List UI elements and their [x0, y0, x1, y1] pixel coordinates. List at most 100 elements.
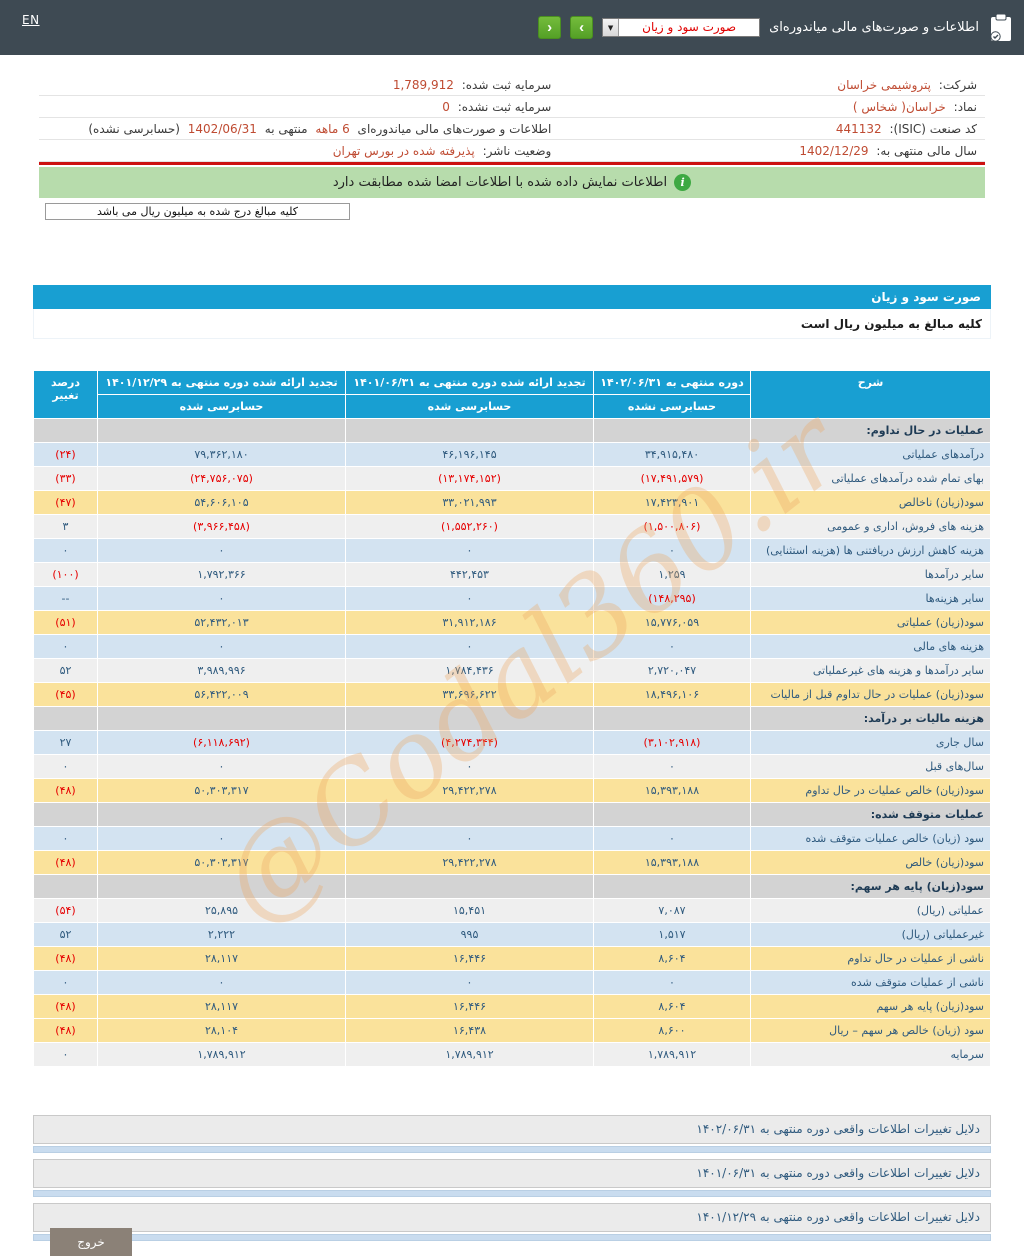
value-percent-change: (۴۸): [33, 946, 98, 971]
statement-subtitle: کلیه مبالغ به میلیون ریال است: [33, 309, 991, 339]
value-percent-change: (۵۴): [33, 898, 98, 923]
report-select-value: صورت سود و زیان: [642, 20, 737, 34]
section-row: هزینه مالیات بر درآمد:: [33, 706, 991, 731]
period-info-label: اطلاعات و صورت‌های مالی میاندوره‌ای: [357, 122, 552, 136]
value-percent-change: (۱۰۰): [33, 562, 98, 587]
link-strip: [33, 1190, 991, 1197]
row-label: غیرعملیاتی (ریال): [750, 922, 991, 947]
col-header-period-restated-halfyear: تجدید ارائه شده دوره منتهی به ۱۴۰۱/۰۶/۳۱: [345, 370, 594, 395]
exit-button[interactable]: خروج: [50, 1228, 132, 1256]
row-label: سود(زیان) عملیاتی: [750, 610, 991, 635]
empty-cell: [593, 874, 751, 899]
value-restated-annual: ۵۶,۴۲۲,۰۰۹: [97, 682, 346, 707]
publisher-status-row: وضعیت ناشر: پذیرفته شده در بورس تهران: [39, 140, 560, 162]
row-label: سود(زیان) پایه هر سهم: [750, 994, 991, 1019]
value-restated-halfyear: ۱,۷۸۹,۹۱۲: [345, 1042, 594, 1067]
period-end-date: 1402/06/31: [187, 122, 257, 136]
col-header-period-restated-annual: تجدید ارائه شده دوره منتهی به ۱۴۰۱/۱۲/۲۹: [97, 370, 346, 395]
table-row: سال جاری (۳,۱۰۲,۹۱۸) (۴,۲۷۴,۳۴۴) (۶,۱۱۸,۶۹۲…: [33, 730, 991, 755]
col-subheader-audited-2: حسابرسی شده: [97, 394, 346, 419]
section-row: عملیات متوقف شده:: [33, 802, 991, 827]
change-reasons-link[interactable]: دلایل تغییرات اطلاعات واقعی دوره منتهی ب…: [33, 1115, 991, 1144]
value-current-period: (۱۷,۴۹۱,۵۷۹): [593, 466, 751, 491]
value-percent-change: (۴۷): [33, 490, 98, 515]
value-restated-halfyear: ۰: [345, 826, 594, 851]
value-restated-halfyear: ۱۶,۴۴۶: [345, 946, 594, 971]
table-row: عملیاتی (ریال) ۷,۰۸۷ ۱۵,۴۵۱ ۲۵,۸۹۵ (۵۴): [33, 898, 991, 923]
empty-cell: [345, 706, 594, 731]
value-percent-change: (۲۴): [33, 442, 98, 467]
company-info: شرکت: پتروشیمی خراسان سرمایه ثبت شده: 1,…: [39, 74, 985, 165]
value-restated-halfyear: ۲۹,۴۲۲,۲۷۸: [345, 778, 594, 803]
table-row: سایر درآمدها و هزینه های غیرعملیاتی ۲,۷۲۰…: [33, 658, 991, 683]
next-report-button[interactable]: ›: [570, 16, 594, 39]
empty-cell: [345, 874, 594, 899]
value-current-period: ۰: [593, 754, 751, 779]
period-duration: 6 ماهه: [315, 122, 350, 136]
value-current-period: (۱۴۸,۲۹۵): [593, 586, 751, 611]
value-restated-annual: ۲,۲۲۲: [97, 922, 346, 947]
ticker-row: نماد: خراسان( شخاس ): [559, 96, 985, 118]
value-percent-change: --: [33, 586, 98, 611]
isic-label: کد صنعت (ISIC):: [889, 122, 977, 136]
value-restated-annual: ۱,۷۸۹,۹۱۲: [97, 1042, 346, 1067]
row-label: سرمایه: [750, 1042, 991, 1067]
value-restated-annual: ۵۰,۳۰۳,۳۱۷: [97, 850, 346, 875]
value-restated-annual: (۳,۹۶۶,۴۵۸): [97, 514, 346, 539]
row-label: سود(زیان) ناخالص: [750, 490, 991, 515]
isic-value: 441132: [835, 122, 882, 136]
row-label: سایر هزینه‌ها: [750, 586, 991, 611]
table-row: سود(زیان) عملیات در حال تداوم قبل از مال…: [33, 682, 991, 707]
report-type-select[interactable]: ▼ صورت سود و زیان: [602, 18, 761, 37]
prev-report-button[interactable]: ‹: [538, 16, 562, 39]
table-row: درآمدهای عملیاتی ۳۴,۹۱۵,۴۸۰ ۴۶,۱۹۶,۱۴۵ ۷۹,۳…: [33, 442, 991, 467]
row-label: سود(زیان) خالص عملیات در حال تداوم: [750, 778, 991, 803]
row-label: بهای تمام شده درآمدهای عملیاتی: [750, 466, 991, 491]
value-percent-change: ۰: [33, 826, 98, 851]
empty-cell: [593, 418, 751, 443]
value-restated-annual: ۲۵,۸۹۵: [97, 898, 346, 923]
section-label: هزینه مالیات بر درآمد:: [750, 706, 991, 731]
value-restated-annual: ۲۸,۱۰۴: [97, 1018, 346, 1043]
signature-match-notice: i اطلاعات نمایش داده شده با اطلاعات امضا…: [39, 167, 985, 198]
row-label: سایر درآمدها و هزینه های غیرعملیاتی: [750, 658, 991, 683]
value-current-period: ۱,۷۸۹,۹۱۲: [593, 1042, 751, 1067]
value-current-period: ۱۵,۷۷۶,۰۵۹: [593, 610, 751, 635]
value-restated-halfyear: ۰: [345, 586, 594, 611]
value-restated-halfyear: ۱۶,۴۳۸: [345, 1018, 594, 1043]
empty-cell: [97, 802, 346, 827]
notice-text: اطلاعات نمایش داده شده با اطلاعات امضا ش…: [332, 175, 668, 190]
value-restated-annual: ۵۴,۶۰۶,۱۰۵: [97, 490, 346, 515]
language-toggle[interactable]: EN: [22, 13, 40, 27]
row-label: سود (زیان) خالص عملیات متوقف شده: [750, 826, 991, 851]
statement-header: صورت سود و زیان کلیه مبالغ به میلیون ریا…: [33, 285, 991, 339]
audit-note: (حسابرسی نشده): [88, 122, 180, 136]
table-row: سود(زیان) خالص ۱۵,۳۹۳,۱۸۸ ۲۹,۴۲۲,۲۷۸ ۵۰,۳۰۳…: [33, 850, 991, 875]
table-row: سایر درآمدها ۱,۲۵۹ ۴۴۲,۴۵۳ ۱,۷۹۲,۳۶۶ (۱۰۰): [33, 562, 991, 587]
value-restated-annual: ۲۸,۱۱۷: [97, 994, 346, 1019]
table-row: سود(زیان) پایه هر سهم ۸,۶۰۴ ۱۶,۴۴۶ ۲۸,۱۱۷ (۴…: [33, 994, 991, 1019]
value-current-period: ۱۵,۳۹۳,۱۸۸: [593, 850, 751, 875]
table-header-row-1: شرح دوره منتهی به ۱۴۰۲/۰۶/۳۱ تجدید ارائه…: [33, 370, 991, 419]
value-restated-annual: ۰: [97, 826, 346, 851]
info-icon: i: [674, 174, 692, 191]
value-current-period: ۱۷,۴۲۳,۹۰۱: [593, 490, 751, 515]
row-label: عملیاتی (ریال): [750, 898, 991, 923]
value-current-period: ۸,۶۰۰: [593, 1018, 751, 1043]
value-restated-annual: ۳,۹۸۹,۹۹۶: [97, 658, 346, 683]
value-percent-change: ۰: [33, 1042, 98, 1067]
statement-title: صورت سود و زیان: [33, 285, 991, 309]
dropdown-arrow-icon[interactable]: ▼: [603, 19, 620, 36]
section-label: سود(زیان) پایه هر سهم:: [750, 874, 991, 899]
change-reasons-link[interactable]: دلایل تغییرات اطلاعات واقعی دوره منتهی ب…: [33, 1159, 991, 1188]
section-row: سود(زیان) پایه هر سهم:: [33, 874, 991, 899]
value-current-period: ۸,۶۰۴: [593, 946, 751, 971]
value-current-period: ۷,۰۸۷: [593, 898, 751, 923]
table-row: سال‌های قبل ۰ ۰ ۰ ۰: [33, 754, 991, 779]
fiscal-year-label: سال مالی منتهی به:: [876, 144, 977, 158]
top-bar-content: اطلاعات و صورت‌های مالی میاندوره‌ای ▼ صو…: [538, 0, 1014, 55]
table-row: سود(زیان) ناخالص ۱۷,۴۲۳,۹۰۱ ۳۳,۰۲۱,۹۹۳ ۵۴,۶…: [33, 490, 991, 515]
value-restated-halfyear: (۱۳,۱۷۴,۱۵۲): [345, 466, 594, 491]
value-current-period: ۲,۷۲۰,۰۴۷: [593, 658, 751, 683]
change-reasons-link[interactable]: دلایل تغییرات اطلاعات واقعی دوره منتهی ب…: [33, 1203, 991, 1232]
